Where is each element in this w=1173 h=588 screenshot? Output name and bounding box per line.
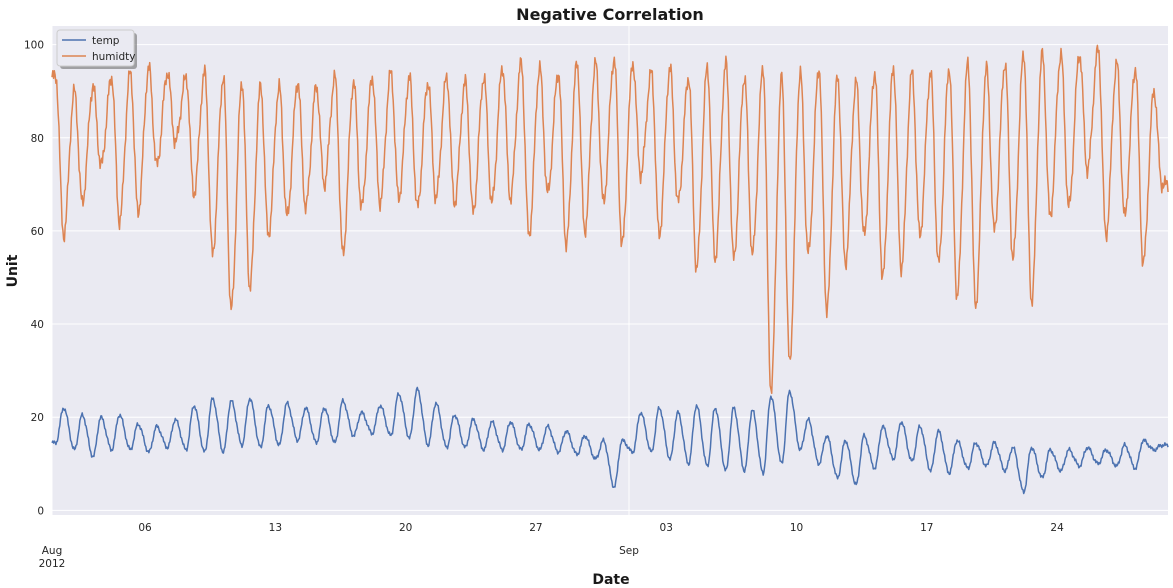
x-tick-label: 03 bbox=[660, 522, 673, 534]
x-tick-label: 13 bbox=[269, 522, 282, 534]
y-tick-label: 80 bbox=[31, 133, 44, 145]
legend: temp humidty bbox=[56, 29, 137, 69]
y-axis-ticks: 0 20 40 60 80 100 bbox=[24, 40, 44, 518]
x-tick-label: 06 bbox=[138, 522, 152, 534]
y-axis-label: Unit bbox=[5, 254, 21, 287]
x-tick-label: 10 bbox=[790, 522, 803, 534]
x-tick-sublabel: 2012 bbox=[39, 558, 66, 570]
legend-label-humidty: humidty bbox=[92, 51, 135, 63]
y-tick-label: 20 bbox=[31, 412, 44, 424]
y-tick-label: 60 bbox=[31, 226, 44, 238]
x-tick-label: 17 bbox=[920, 522, 933, 534]
x-tick-label: 20 bbox=[399, 522, 412, 534]
y-tick-label: 0 bbox=[37, 505, 44, 517]
legend-box bbox=[56, 29, 135, 67]
x-tick-label: Sep bbox=[619, 545, 639, 557]
x-tick-label: Aug bbox=[42, 545, 63, 557]
series-line-temp bbox=[51, 386, 1169, 495]
x-tick-label: 24 bbox=[1050, 522, 1064, 534]
y-tick-label: 100 bbox=[24, 40, 44, 52]
x-axis-label: Date bbox=[592, 572, 629, 588]
y-tick-label: 40 bbox=[31, 319, 44, 331]
chart-title: Negative Correlation bbox=[516, 5, 704, 24]
series-layer bbox=[51, 44, 1169, 495]
x-tick-label: 27 bbox=[529, 522, 542, 534]
legend-label-temp: temp bbox=[92, 35, 120, 47]
series-line-humidty bbox=[51, 44, 1169, 395]
